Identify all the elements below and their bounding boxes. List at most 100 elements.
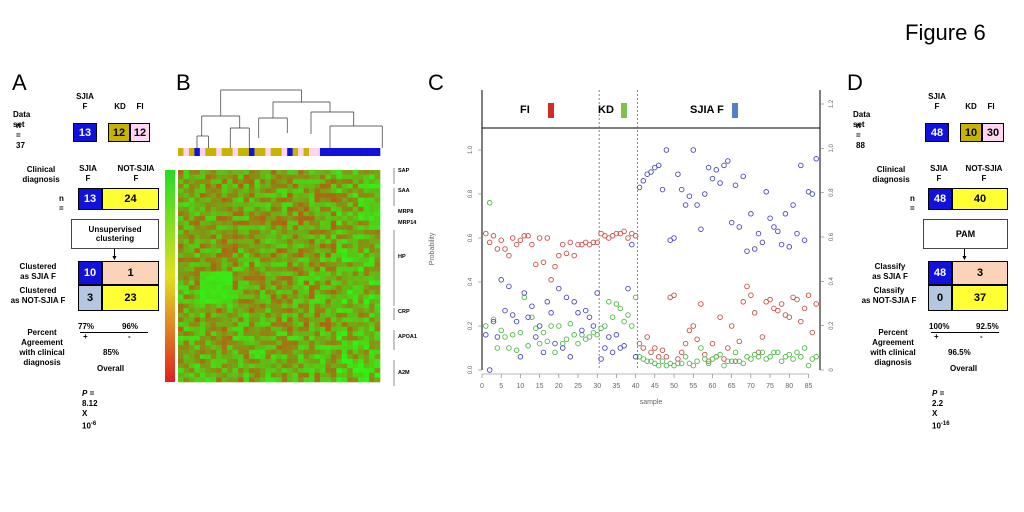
heatmap-cell bbox=[276, 193, 283, 198]
heatmap-cell bbox=[265, 363, 272, 369]
heatmap-cell bbox=[319, 179, 326, 185]
column-group-cell bbox=[254, 148, 261, 156]
heatmap-cell bbox=[210, 266, 217, 272]
heatmap-cell bbox=[352, 289, 359, 295]
heatmap-cell bbox=[210, 262, 217, 268]
data-point bbox=[533, 261, 539, 268]
pct-right: 96% bbox=[122, 322, 139, 331]
clinical-label: Clinical diagnosis bbox=[22, 165, 60, 184]
heatmap-cell bbox=[309, 266, 315, 272]
heatmap-cell bbox=[265, 368, 272, 374]
heatmap-cell bbox=[358, 257, 364, 263]
heatmap-cell bbox=[248, 183, 255, 189]
heatmap-cell bbox=[319, 206, 326, 212]
figure-title: Figure 6 bbox=[905, 20, 986, 45]
heatmap-cell bbox=[270, 188, 277, 194]
col-not-sjia-label: NOT-SJIA F bbox=[117, 164, 155, 183]
heatmap-cell bbox=[374, 299, 381, 304]
data-point bbox=[801, 305, 808, 312]
heatmap-cell bbox=[292, 174, 299, 180]
heatmap-cell bbox=[330, 299, 337, 304]
heatmap-cell bbox=[216, 294, 222, 300]
heatmap-cell bbox=[270, 183, 277, 189]
heatmap-cell bbox=[330, 372, 337, 378]
data-point bbox=[786, 314, 793, 320]
heatmap-cell bbox=[232, 216, 239, 221]
heatmap-cell bbox=[232, 220, 239, 226]
heatmap-cell bbox=[238, 326, 244, 332]
heatmap-cell bbox=[243, 377, 250, 383]
heatmap-cell bbox=[259, 193, 266, 198]
heatmap-cell bbox=[314, 257, 321, 263]
heatmap-cell bbox=[232, 188, 239, 194]
heatmap-cell bbox=[281, 183, 288, 189]
heatmap-cell bbox=[194, 252, 201, 258]
heatmap-cell bbox=[238, 220, 244, 226]
heatmap-cell bbox=[232, 299, 239, 304]
heatmap-cell bbox=[259, 229, 266, 235]
heatmap-cell bbox=[292, 262, 299, 268]
heatmap-cell bbox=[238, 340, 244, 346]
data-point bbox=[567, 239, 574, 246]
heatmap-cell bbox=[298, 211, 304, 217]
heatmap-cell bbox=[232, 377, 239, 383]
sjia-label: SJIA F bbox=[928, 92, 946, 111]
heatmap-cell bbox=[232, 202, 239, 208]
heatmap-cell bbox=[270, 266, 277, 272]
heatmap-cell bbox=[292, 193, 299, 198]
heatmap-cell bbox=[259, 345, 266, 351]
heatmap-cell bbox=[243, 206, 250, 212]
heatmap-cell bbox=[276, 335, 283, 341]
heatmap-cell bbox=[199, 211, 206, 217]
heatmap-cell bbox=[254, 289, 261, 295]
heatmap-cell bbox=[369, 280, 375, 286]
heatmap-cell bbox=[292, 372, 299, 378]
heatmap-cell bbox=[259, 243, 266, 249]
pct-right-sign: - bbox=[128, 332, 131, 341]
heatmap-cell bbox=[358, 197, 364, 203]
heatmap-cell bbox=[287, 349, 293, 355]
heatmap-cell bbox=[314, 354, 321, 360]
heatmap-cell bbox=[265, 248, 272, 254]
heatmap-cell bbox=[194, 271, 201, 277]
heatmap-cell bbox=[205, 183, 212, 189]
kd-label: KD bbox=[965, 102, 977, 111]
heatmap-cell bbox=[330, 326, 337, 332]
heatmap-cell bbox=[238, 174, 244, 180]
heatmap-cell bbox=[298, 363, 304, 369]
heatmap-cell bbox=[276, 289, 283, 295]
heatmap-cell bbox=[298, 202, 304, 208]
heatmap-cell bbox=[194, 322, 201, 327]
heatmap-cell bbox=[265, 234, 272, 240]
heatmap-cell bbox=[276, 326, 283, 332]
heatmap-cell bbox=[238, 188, 244, 194]
heatmap-cell bbox=[270, 377, 277, 383]
heatmap-cell bbox=[265, 289, 272, 295]
heatmap-cell bbox=[183, 193, 190, 198]
heatmap-cell bbox=[183, 257, 190, 263]
heatmap-cell bbox=[314, 170, 321, 175]
data-point bbox=[621, 228, 627, 235]
heatmap-cell bbox=[281, 220, 288, 226]
heatmap-cell bbox=[270, 354, 277, 360]
heatmap-cell bbox=[221, 308, 228, 314]
heatmap-cell bbox=[199, 345, 206, 351]
heatmap-cell bbox=[243, 358, 250, 364]
heatmap-cell bbox=[183, 248, 190, 254]
heatmap-cell bbox=[336, 206, 343, 212]
y-tick-label: 0.0 bbox=[468, 365, 474, 374]
heatmap-cell bbox=[254, 335, 261, 341]
heatmap-cell bbox=[232, 363, 239, 369]
heatmap-cell bbox=[314, 262, 321, 268]
column-group-cell bbox=[178, 148, 184, 156]
heatmap-cell bbox=[358, 234, 364, 240]
heatmap-cell bbox=[363, 289, 370, 295]
data-point bbox=[502, 307, 508, 314]
heatmap-cell bbox=[330, 248, 337, 254]
heatmap-cell bbox=[221, 289, 228, 295]
heatmap-cell bbox=[221, 225, 228, 231]
heatmap-cell bbox=[216, 322, 222, 327]
heatmap-cell bbox=[183, 211, 190, 217]
heatmap-cell bbox=[352, 257, 359, 263]
heatmap-cell bbox=[205, 322, 212, 327]
